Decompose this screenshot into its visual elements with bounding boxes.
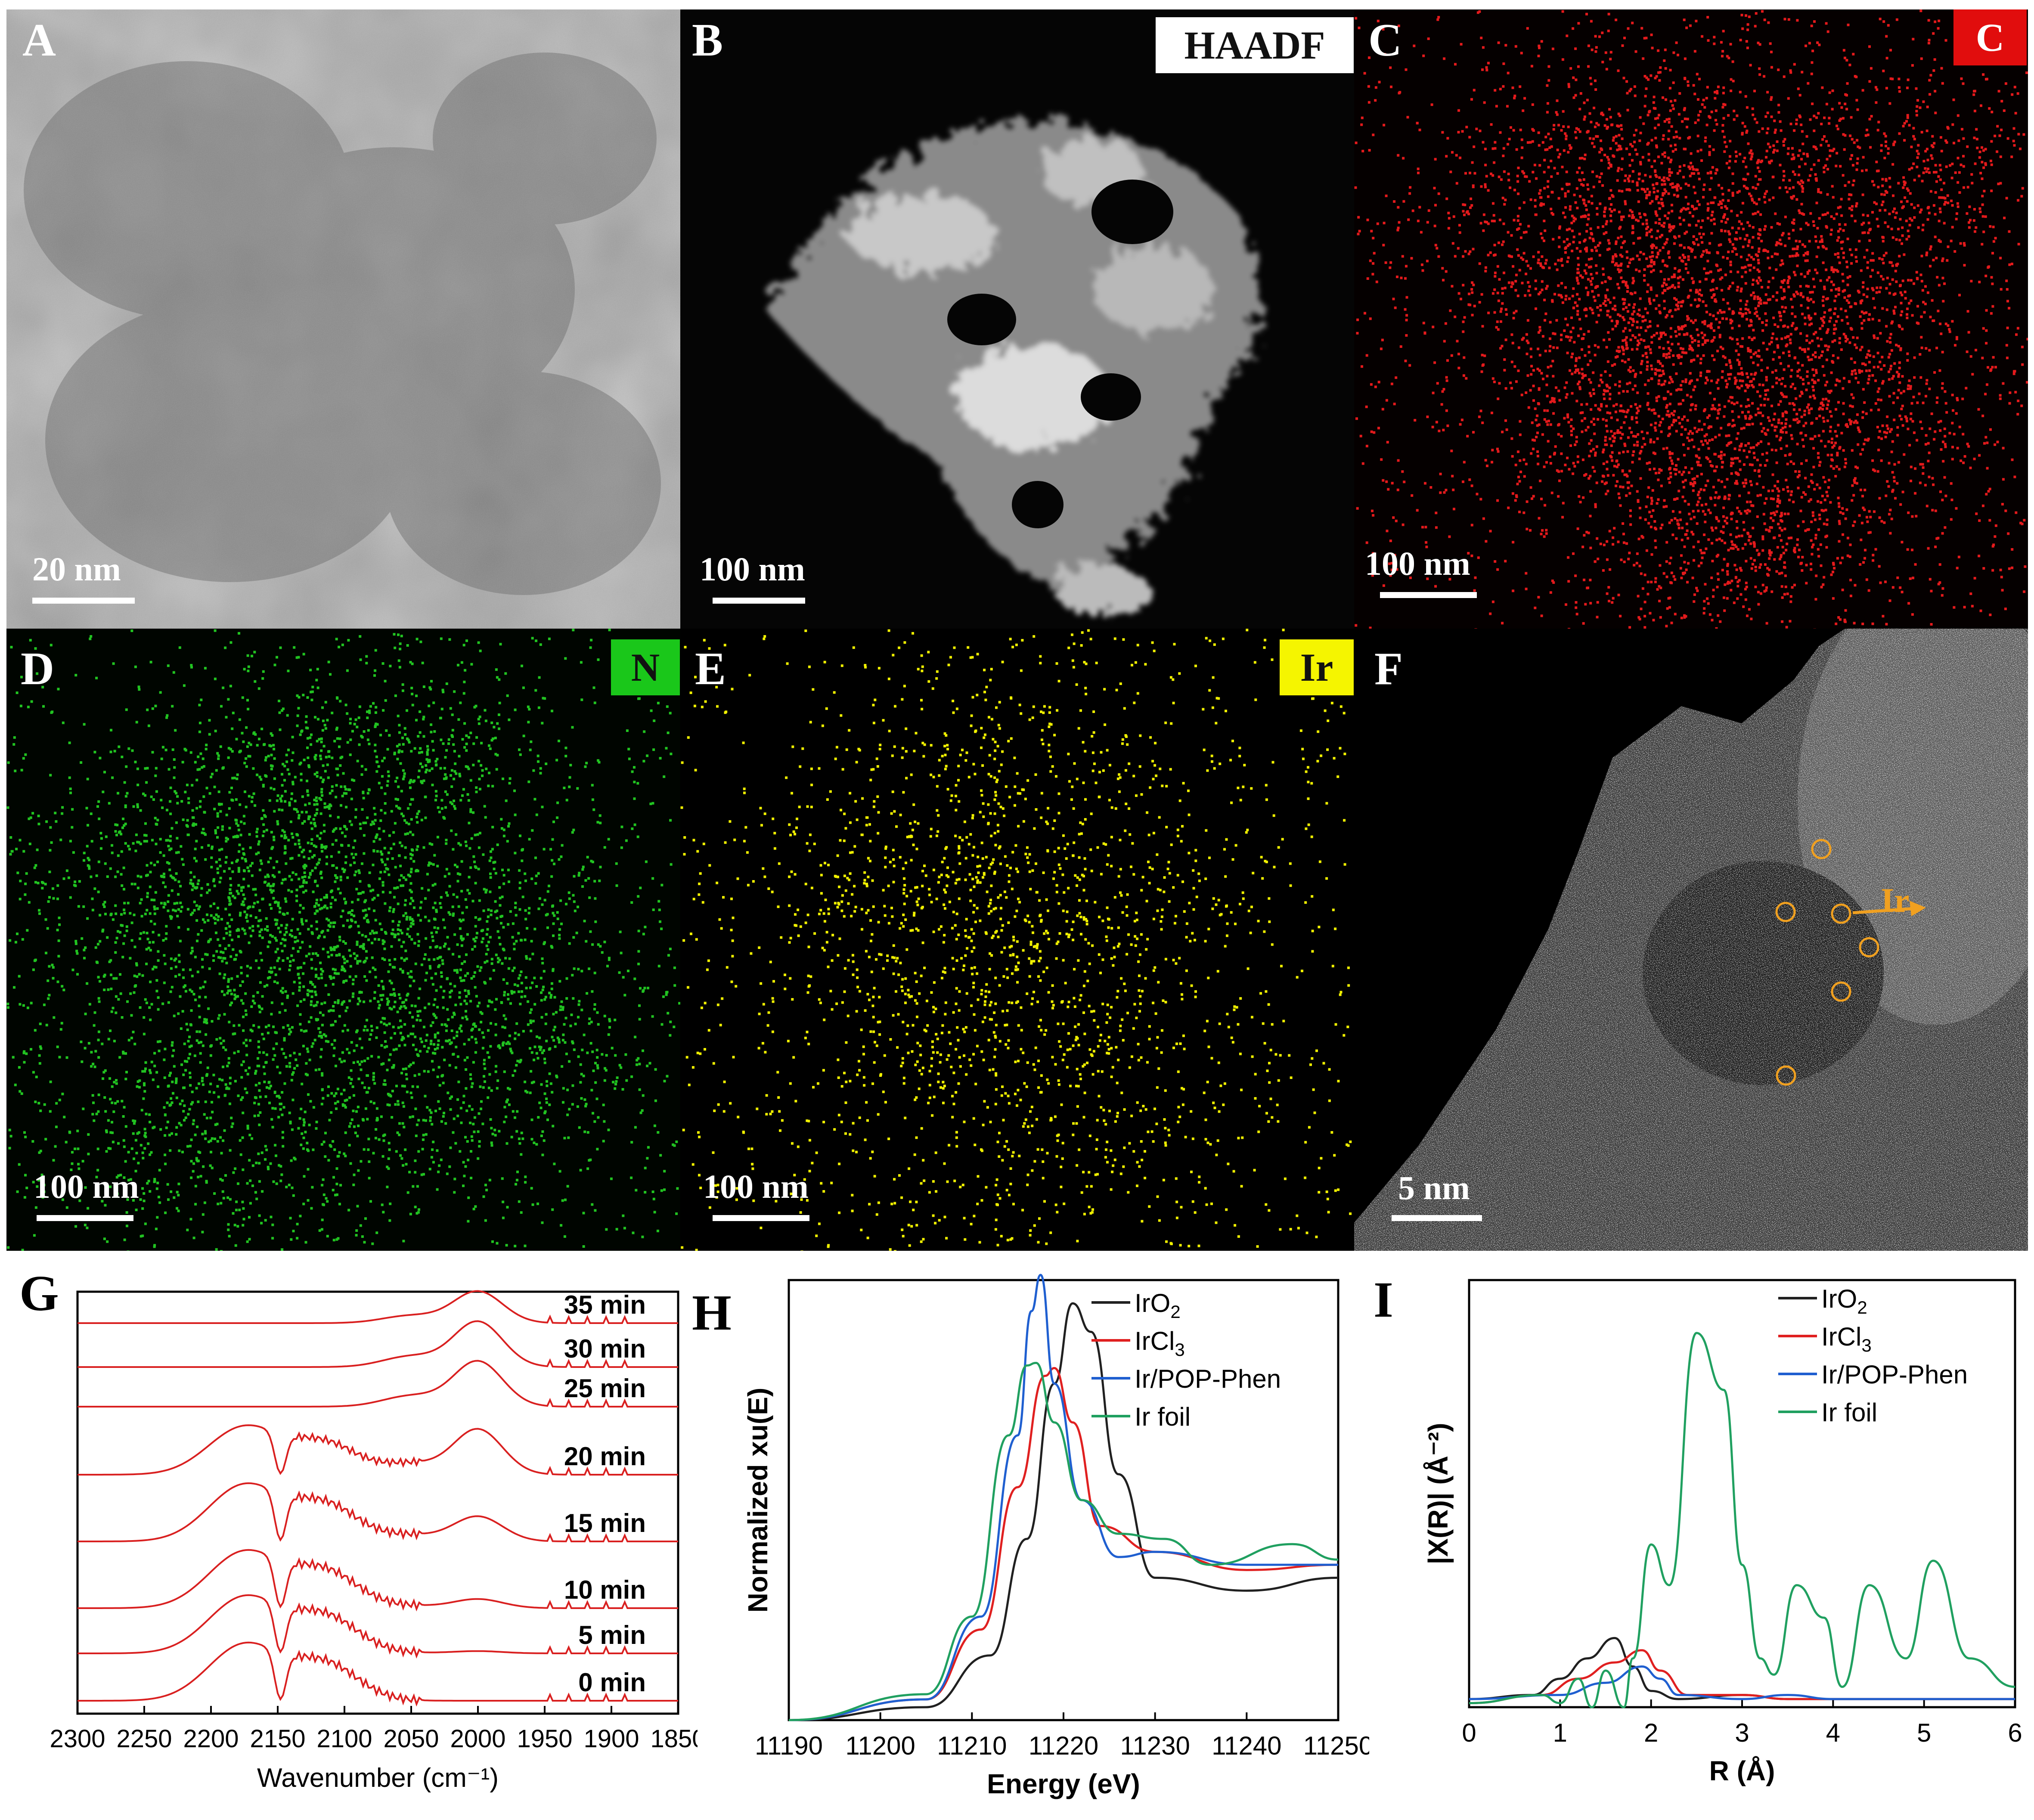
x-tick-label: 11210 [937, 1731, 1007, 1760]
panel-e-iridium-map [680, 629, 1354, 1251]
x-tick-label: 11230 [1120, 1731, 1190, 1760]
x-axis-label: R (Å) [1709, 1755, 1775, 1786]
panel-letter-f: F [1374, 646, 1403, 692]
x-tick-label-g: 1850 [650, 1725, 698, 1753]
nitrogen-map-dots [6, 629, 680, 1251]
legend-label: Ir foil [1135, 1402, 1191, 1431]
x-tick-label-g: 2250 [116, 1725, 172, 1753]
panel-letter-e: E [695, 646, 726, 692]
x-tick-label: 11250 [1303, 1731, 1369, 1760]
x-tick-label-g: 2000 [450, 1725, 505, 1753]
legend-label: IrCl3 [1821, 1322, 1872, 1355]
carbon-label: C [1953, 9, 2027, 65]
haadf-label: HAADF [1156, 17, 1354, 73]
scale-label-e: 100 nm [703, 1170, 809, 1203]
scale-label-a: 20 nm [32, 552, 121, 586]
legend-label: IrO2 [1821, 1284, 1867, 1318]
iridium-label: Ir [1280, 639, 1354, 695]
scale-label-d: 100 nm [34, 1170, 139, 1203]
x-axis-label-g: Wavenumber (cm⁻¹) [257, 1763, 499, 1793]
ftir-series-label: 30 min [564, 1334, 646, 1363]
scale-bar-c [1380, 592, 1477, 598]
x-axis-label: Energy (eV) [987, 1768, 1140, 1799]
series-line [789, 1368, 1338, 1720]
panel-b-haadf-image [680, 9, 1354, 629]
map-dot-cloud [681, 629, 1352, 1251]
plot-frame [1469, 1280, 2015, 1707]
x-tick-label-g: 2050 [383, 1725, 439, 1753]
x-tick-label: 11190 [755, 1731, 823, 1760]
x-tick-label: 5 [1917, 1718, 1931, 1747]
x-tick-label-g: 2100 [316, 1725, 372, 1753]
panel-letter-d: D [21, 646, 54, 692]
map-dot-cloud [1355, 9, 2028, 629]
ftir-series-label: 20 min [564, 1442, 646, 1471]
panel-d-nitrogen-map [6, 629, 680, 1251]
ftir-series-label: 10 min [564, 1575, 646, 1604]
ir-atom-annotation: Ir [1881, 884, 1941, 918]
x-tick-label-g: 2200 [183, 1725, 239, 1753]
nitrogen-label: N [611, 639, 680, 695]
carbon-map-dots [1354, 9, 2028, 629]
panel-letter-c: C [1368, 17, 1402, 64]
series-line [1469, 1638, 2015, 1699]
x-tick-label-g: 2150 [250, 1725, 305, 1753]
scale-bar-d [37, 1215, 133, 1221]
x-tick-label: 2 [1644, 1718, 1658, 1747]
scale-label-f: 5 nm [1398, 1171, 1470, 1205]
scale-bar-f [1392, 1215, 1482, 1221]
scale-bar-a [32, 598, 135, 604]
legend-label: Ir foil [1821, 1398, 1877, 1427]
x-tick-label-g: 2300 [50, 1725, 105, 1753]
x-tick-label: 4 [1826, 1718, 1840, 1747]
y-axis-label: |X(R)| (Å⁻²) [1423, 1423, 1454, 1564]
scale-bar-b [713, 598, 805, 604]
legend-label: IrCl3 [1135, 1327, 1185, 1360]
ftir-series-label: 25 min [564, 1374, 646, 1403]
legend-label: Ir/POP-Phen [1135, 1364, 1281, 1393]
ftir-chart: 2300 2250 2200 2150 2100 2050 2000 1950 1900 1850… [0, 1251, 698, 1820]
exafs-chart: 0 1 2 3 4 5 6 R (Å) |X(R)| (Å⁻²) IrO2 IrCl3 Ir/POP-… [1369, 1251, 2034, 1820]
panel-f-ac-haadf-image [1354, 629, 2028, 1251]
x-tick-label: 6 [2008, 1718, 2022, 1747]
panel-letter-b: B [692, 17, 723, 64]
legend-label: Ir/POP-Phen [1821, 1360, 1968, 1389]
ftir-series-label: 15 min [564, 1509, 646, 1538]
x-tick-label: 11220 [1029, 1731, 1098, 1760]
x-tick-label: 11240 [1212, 1731, 1281, 1760]
ftir-series-label: 35 min [564, 1290, 646, 1319]
x-tick-label: 1 [1553, 1718, 1567, 1747]
panel-c-carbon-map [1354, 9, 2028, 629]
x-tick-label-g: 1950 [517, 1725, 572, 1753]
scale-bar-e [713, 1215, 809, 1221]
map-dot-cloud [6, 629, 680, 1251]
series-line [1469, 1333, 2015, 1707]
xanes-chart: 11190 11200 11210 11220 11230 11240 11250 Energ… [698, 1251, 1369, 1820]
x-tick-label-g: 1900 [583, 1725, 639, 1753]
scale-label-b: 100 nm [700, 552, 805, 586]
series-line [789, 1363, 1338, 1720]
scale-label-c: 100 nm [1365, 547, 1470, 580]
ftir-series-label: 0 min [578, 1668, 646, 1697]
iridium-atom-circles [1777, 840, 1878, 1085]
x-tick-label: 0 [1462, 1718, 1476, 1747]
y-axis-label: Normalized xu(E) [742, 1388, 773, 1613]
iridium-map-dots [680, 629, 1354, 1251]
x-tick-label: 3 [1735, 1718, 1749, 1747]
legend-label: IrO2 [1135, 1289, 1181, 1322]
panel-letter-a: A [22, 17, 56, 64]
x-tick-label: 11200 [845, 1731, 915, 1760]
ftir-series-label: 5 min [578, 1621, 646, 1649]
panel-a-tem-image [6, 9, 680, 629]
